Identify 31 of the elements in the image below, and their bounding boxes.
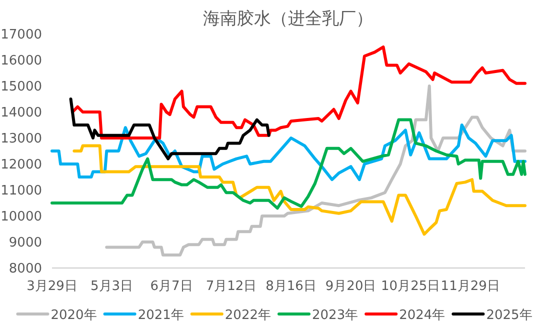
line-series (70, 46, 526, 140)
x-tick-label: 11月29日 (440, 279, 500, 294)
y-tick-label: 12000 (0, 158, 42, 172)
x-tick-label: 8月16日 (266, 279, 316, 294)
legend-label: 2021年 (138, 308, 184, 323)
x-tick-label: 6月7日 (150, 279, 193, 294)
legend-label: 2024年 (399, 308, 446, 323)
x-tick-label: 10月25日 (381, 279, 440, 294)
legend-label: 2025年 (486, 308, 532, 323)
y-tick-label: 13000 (0, 132, 42, 146)
x-tick-label: 9月20日 (325, 279, 376, 294)
y-tick-label: 10000 (0, 210, 42, 224)
chart-title: 海南胶水（进全乳厂） (203, 9, 373, 29)
line-series (50, 118, 526, 210)
y-tick-label: 8000 (8, 262, 42, 276)
y-tick-label: 9000 (8, 236, 42, 250)
x-tick-label: 7月12日 (206, 279, 257, 294)
y-tick-label: 14000 (0, 106, 42, 120)
y-tick-label: 15000 (0, 80, 42, 94)
line-series (72, 144, 526, 236)
line-series (105, 84, 526, 256)
y-tick-label: 11000 (0, 184, 42, 198)
x-tick-label: 5月3日 (90, 279, 134, 294)
legend-label: 2020年 (50, 308, 97, 323)
legend-label: 2023年 (312, 308, 358, 323)
x-tick-label: 3月29日 (26, 279, 78, 294)
legend-label: 2022年 (224, 308, 271, 323)
line-series (69, 98, 270, 160)
line-series (50, 124, 526, 182)
y-tick-label: 17000 (0, 28, 42, 42)
y-tick-label: 16000 (0, 54, 42, 68)
